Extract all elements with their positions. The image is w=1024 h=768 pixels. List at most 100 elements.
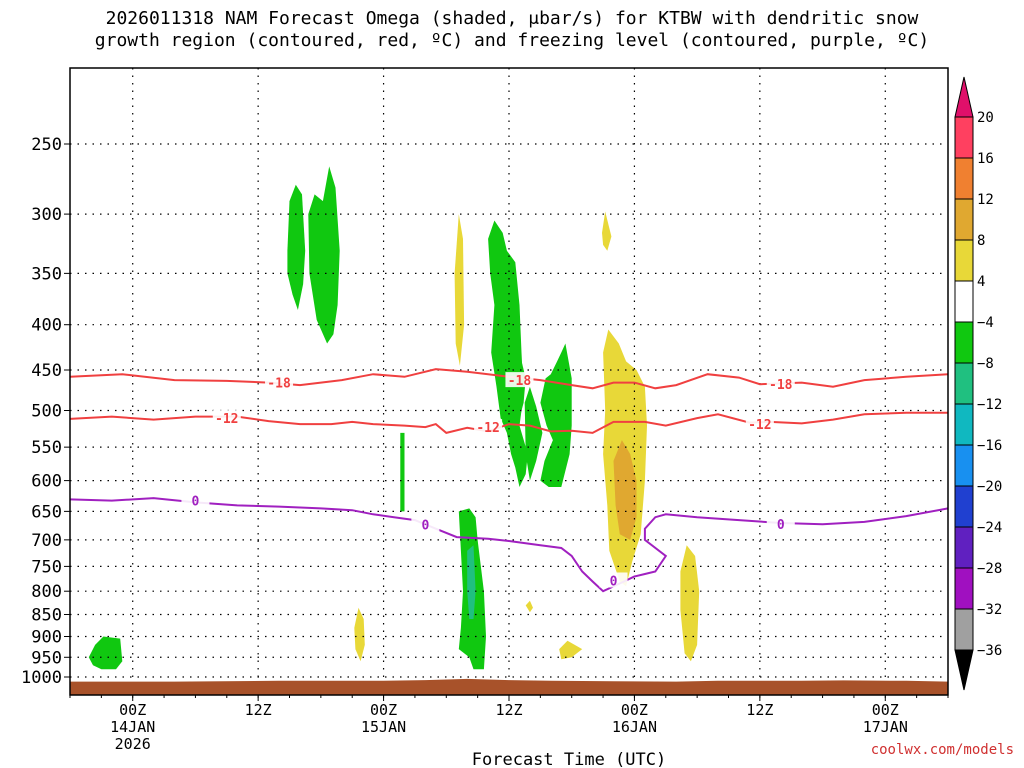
omega-region-6 xyxy=(400,432,405,512)
colorbar-swatch xyxy=(954,116,974,159)
colorbar-swatch xyxy=(954,239,974,282)
contour-label-bg xyxy=(745,416,774,432)
contour-label-bg xyxy=(766,376,795,392)
omega-region-0 xyxy=(287,184,306,310)
x-tick-label: 12Z xyxy=(495,701,522,719)
y-tick-label: 250 xyxy=(31,135,62,155)
colorbar-swatch xyxy=(954,526,974,569)
colorbar-label: 20 xyxy=(977,110,994,126)
colorbar-label: −16 xyxy=(977,438,1002,454)
colorbar-label: −24 xyxy=(977,520,1002,536)
contour-label-bg xyxy=(181,492,210,508)
colorbar-bottom-arrow xyxy=(954,649,974,691)
contour-label-bg xyxy=(265,374,294,390)
y-tick-label: 1000 xyxy=(21,668,62,688)
x-tick-date: 16JAN xyxy=(612,718,657,736)
y-tick-label: 800 xyxy=(31,582,62,602)
colorbar-label: 16 xyxy=(977,151,994,167)
contour-label: -12 xyxy=(748,418,771,433)
colorbar-label: 4 xyxy=(977,274,985,290)
omega-region-9 xyxy=(88,636,123,670)
chart-title-line1: 2026011318 NAM Forecast Omega (shaded, μ… xyxy=(105,8,919,29)
credit-link[interactable]: coolwx.com/models xyxy=(870,742,1014,758)
omega-region-12 xyxy=(613,440,637,540)
omega-region-14 xyxy=(354,607,365,662)
ground-strip xyxy=(70,678,948,695)
y-tick-label: 850 xyxy=(31,606,62,626)
x-tick-label: 00Z xyxy=(621,701,648,719)
contour-label-bg xyxy=(411,516,440,532)
contour-label: -18 xyxy=(508,374,532,389)
colorbar-swatch xyxy=(954,608,974,651)
colorbar-swatch xyxy=(954,403,974,446)
colorbar-label: −12 xyxy=(977,397,1002,413)
y-tick-label: 750 xyxy=(31,557,62,577)
contour-label-bg xyxy=(474,419,503,435)
chart-title-line2: growth region (contoured, red, ºC) and f… xyxy=(94,30,930,51)
colorbar-top-arrow xyxy=(954,76,974,118)
omega-region-1 xyxy=(308,166,340,344)
contour-label-bg xyxy=(505,372,534,388)
x-tick-date: 17JAN xyxy=(863,718,908,736)
colorbar-label: −36 xyxy=(977,643,1002,659)
x-tick-date: 15JAN xyxy=(361,718,406,736)
contour-label: -18 xyxy=(267,377,291,392)
colorbar-label: 8 xyxy=(977,233,985,249)
colorbar-swatch xyxy=(954,280,974,323)
y-tick-label: 550 xyxy=(31,438,62,458)
colorbar-swatch xyxy=(954,157,974,200)
colorbar-swatch xyxy=(954,567,974,610)
omega-region-5 xyxy=(540,343,572,487)
contour-label-bg xyxy=(599,572,628,588)
y-tick-label: 400 xyxy=(31,316,62,336)
colorbar-label: −28 xyxy=(977,561,1002,577)
colorbar-label: −8 xyxy=(977,356,994,372)
x-tick-date: 14JAN xyxy=(110,718,155,736)
omega-region-4 xyxy=(524,386,543,481)
x-tick-year: 2026 xyxy=(115,735,151,753)
contour-label: 0 xyxy=(421,519,429,534)
contour-label: 0 xyxy=(610,574,618,589)
y-tick-label: 900 xyxy=(31,627,62,647)
x-tick-label: 12Z xyxy=(245,701,272,719)
contour-label-bg xyxy=(766,516,795,532)
colorbar-swatch xyxy=(954,485,974,528)
contour-label: -12 xyxy=(215,412,238,427)
x-tick-label: 12Z xyxy=(746,701,773,719)
y-tick-label: 950 xyxy=(31,648,62,668)
x-tick-label: 00Z xyxy=(370,701,397,719)
colorbar-swatch xyxy=(954,362,974,405)
y-tick-label: 300 xyxy=(31,205,62,225)
colorbar-swatch xyxy=(954,321,974,364)
colorbar-label: −4 xyxy=(977,315,994,331)
omega-region-13 xyxy=(680,545,700,662)
y-tick-label: 350 xyxy=(31,264,62,284)
x-axis-label: Forecast Time (UTC) xyxy=(472,750,666,768)
y-tick-label: 700 xyxy=(31,531,62,551)
contour-label: -12 xyxy=(476,421,499,436)
colorbar-label: 12 xyxy=(977,192,994,208)
chart-title: 2026011318 NAM Forecast Omega (shaded, μ… xyxy=(0,8,1024,52)
colorbar-swatch xyxy=(954,444,974,487)
colorbar-label: −32 xyxy=(977,602,1002,618)
colorbar-label: −20 xyxy=(977,479,1002,495)
contour-label: 0 xyxy=(192,495,200,510)
colorbar-swatch xyxy=(954,198,974,241)
contour-label: 0 xyxy=(777,518,785,533)
contour-label-bg xyxy=(212,410,241,426)
omega-region-2 xyxy=(488,220,528,487)
y-tick-label: 450 xyxy=(31,361,62,381)
omega-region-8 xyxy=(467,545,476,619)
contour-line-0 xyxy=(69,497,949,593)
omega-region-17 xyxy=(525,600,533,613)
y-tick-label: 500 xyxy=(31,402,62,422)
y-tick-label: 650 xyxy=(31,502,62,522)
omega-region-15 xyxy=(559,640,583,660)
x-tick-label: 00Z xyxy=(119,701,146,719)
x-tick-label: 00Z xyxy=(872,701,899,719)
omega-region-16 xyxy=(602,211,612,251)
y-tick-label: 600 xyxy=(31,472,62,492)
contour-label: -18 xyxy=(769,378,793,393)
omega-region-10 xyxy=(454,214,465,366)
